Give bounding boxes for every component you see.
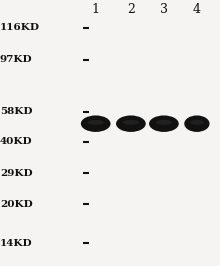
Text: 2: 2 [127, 3, 135, 16]
Ellipse shape [81, 115, 111, 132]
Text: 29KD: 29KD [0, 169, 33, 178]
Text: 3: 3 [160, 3, 168, 16]
Text: 20KD: 20KD [0, 200, 33, 209]
Ellipse shape [116, 115, 146, 132]
Ellipse shape [156, 120, 172, 125]
Text: 14KD: 14KD [0, 239, 33, 248]
Text: 97KD: 97KD [0, 55, 33, 64]
Text: 1: 1 [92, 3, 100, 16]
Ellipse shape [190, 120, 204, 125]
Ellipse shape [88, 120, 104, 125]
Ellipse shape [184, 115, 210, 132]
Text: 4: 4 [193, 3, 201, 16]
Ellipse shape [123, 120, 139, 125]
Text: 58KD: 58KD [0, 107, 33, 116]
Text: 40KD: 40KD [0, 137, 33, 146]
Ellipse shape [149, 115, 179, 132]
Text: 116KD: 116KD [0, 23, 40, 32]
